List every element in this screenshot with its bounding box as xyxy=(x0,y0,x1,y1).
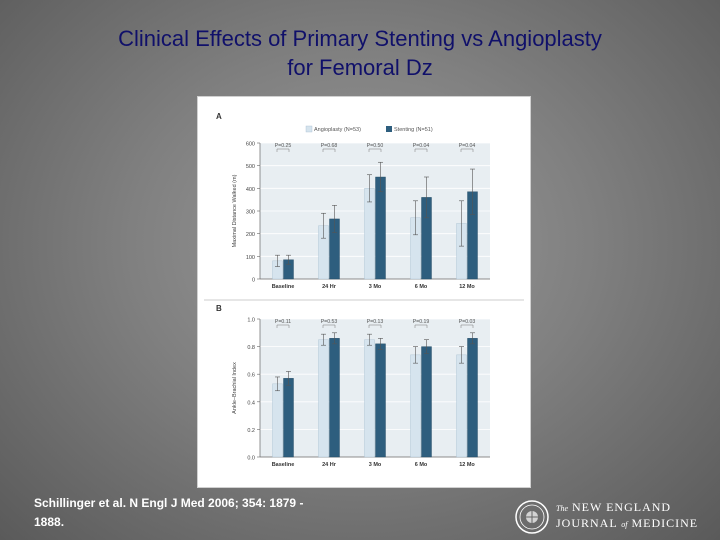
panel-a-xtick-label: 6 Mo xyxy=(415,284,428,290)
panel-b-xtick-label: Baseline xyxy=(272,462,295,468)
panel-b-ytick-label: 0.0 xyxy=(247,456,255,462)
slide-title-line2: for Femoral Dz xyxy=(287,55,433,80)
panel-a-legend-label-stenting: Stenting (N=51) xyxy=(394,127,433,133)
citation: Schillinger et al. N Engl J Med 2006; 35… xyxy=(34,494,334,532)
panel-b-xtick-label: 3 Mo xyxy=(369,462,382,468)
panel-b-bar-angioplasty xyxy=(410,354,421,458)
slide-title: Clinical Effects of Primary Stenting vs … xyxy=(0,24,720,82)
logo-line2: JOURNAL of MEDICINE xyxy=(556,516,698,531)
panel-a-p-value: P=0.04 xyxy=(459,143,476,149)
citation-line1: Schillinger et al. N Engl J Med 2006; 35… xyxy=(34,496,304,510)
panel-b-ytick-label: 0.8 xyxy=(247,345,255,351)
panel-a-bar-stenting xyxy=(375,176,386,280)
panel-b-bar-angioplasty xyxy=(456,354,467,458)
panel-b-bar-stenting xyxy=(283,378,294,458)
panel-b-ytick-label: 0.4 xyxy=(247,400,255,406)
panel-a-xtick-label: 3 Mo xyxy=(369,284,382,290)
figure-svg: A 0 100 200 300 400 500 600 Maximal Distance Wal… xyxy=(204,112,524,468)
panel-a-legend-swatch-stenting xyxy=(386,126,392,132)
panel-b-bar-angioplasty xyxy=(364,339,375,458)
panel-b-bar-angioplasty xyxy=(318,339,329,458)
panel-b-xtick-label: 12 Mo xyxy=(459,462,475,468)
panel-a-ytick-label: 100 xyxy=(246,255,255,261)
panel-a-legend-swatch-angioplasty xyxy=(305,125,313,133)
panel-a-ylabel: Maximal Distance Walked (m) xyxy=(232,174,238,247)
panel-a-ytick-label: 500 xyxy=(246,164,255,170)
panel-a-xtick-label: 24 Hr xyxy=(322,284,337,290)
panel-b-p-value: P=0.19 xyxy=(413,319,430,325)
panel-a-ytick-label: 0 xyxy=(252,278,255,284)
panel-b-p-value: P=0.13 xyxy=(367,319,384,325)
logo-new-england: NEW ENGLAND xyxy=(572,500,672,514)
panel-a-xtick-label: Baseline xyxy=(272,284,295,290)
panel-b-plot-area xyxy=(260,319,490,457)
journal-logo: The NEW ENGLAND JOURNAL of MEDICINE xyxy=(512,498,717,536)
slide-title-line1: Clinical Effects of Primary Stenting vs … xyxy=(118,26,602,51)
panel-b-p-value: P=0.11 xyxy=(275,319,291,325)
panel-a-xtick-label: 12 Mo xyxy=(459,284,475,290)
panel-b-ytick-label: 0.6 xyxy=(247,373,255,379)
figure-card: A 0 100 200 300 400 500 600 Maximal Distance Wal… xyxy=(197,96,531,488)
panel-b-bar-stenting xyxy=(421,346,432,458)
panel-b-p-value: P=0.03 xyxy=(459,319,476,325)
panel-b-label: B xyxy=(216,304,222,313)
panel-a-label: A xyxy=(216,112,222,121)
panel-b-ytick-label: 0.2 xyxy=(247,428,255,434)
panel-b-p-value: P=0.53 xyxy=(321,319,338,325)
panel-b-bar-stenting xyxy=(375,343,386,458)
panel-b-ylabel: Ankle–Brachial Index xyxy=(232,362,238,414)
panel-b-xtick-label: 6 Mo xyxy=(415,462,428,468)
logo-journal: JOURNAL xyxy=(556,516,618,530)
panel-a-p-value: P=0.25 xyxy=(275,143,292,149)
logo-line1: The NEW ENGLAND xyxy=(556,500,671,515)
panel-a-ytick-label: 200 xyxy=(246,232,255,238)
panel-b-xtick-label: 24 Hr xyxy=(322,462,337,468)
panel-a-p-value: P=0.68 xyxy=(321,143,338,149)
logo-the: The xyxy=(556,504,568,513)
logo-of: of xyxy=(621,520,628,529)
citation-line2: 1888. xyxy=(34,515,65,529)
panel-b-bar-angioplasty xyxy=(272,383,283,458)
panel-a-p-value: P=0.04 xyxy=(413,143,430,149)
panel-a-ytick-label: 600 xyxy=(246,142,255,148)
journal-seal-icon xyxy=(515,500,549,534)
panel-a-legend-label-angioplasty: Angioplasty (N=53) xyxy=(314,127,361,133)
panel-a-p-value: P=0.50 xyxy=(367,143,384,149)
panel-b-ytick-label: 1.0 xyxy=(247,318,255,324)
logo-medicine: MEDICINE xyxy=(631,516,699,530)
panel-a-ytick-label: 400 xyxy=(246,187,255,193)
panel-b-bar-stenting xyxy=(329,338,340,458)
panel-a-ytick-label: 300 xyxy=(246,210,255,216)
panel-b-bar-stenting xyxy=(467,338,478,458)
